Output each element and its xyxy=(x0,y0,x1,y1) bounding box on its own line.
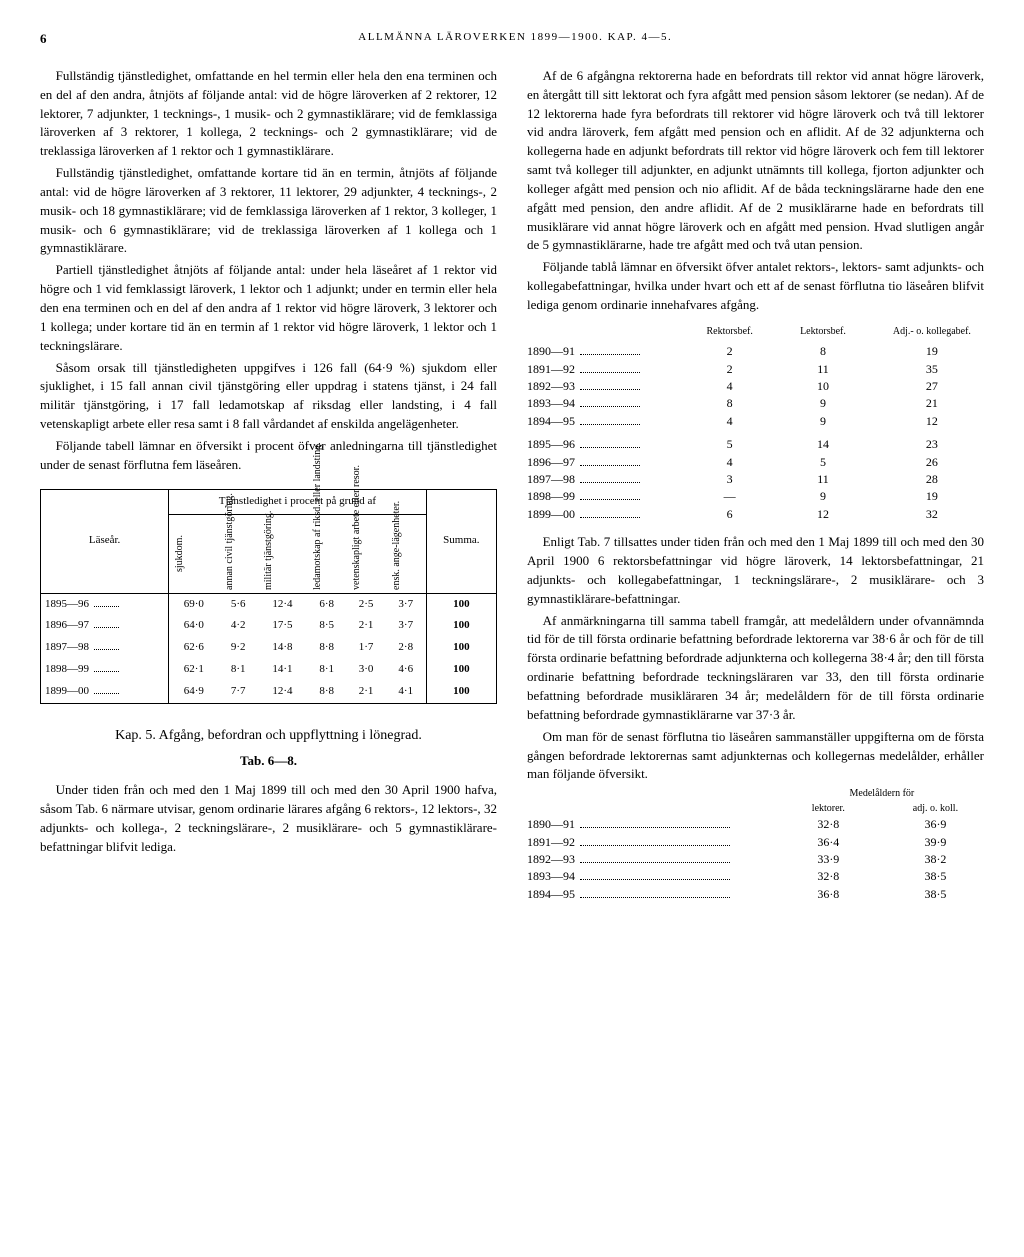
percent-table: Läseår.Tjänstledighet i procent på grund… xyxy=(40,489,497,705)
tab-reference: Tab. 6—8. xyxy=(40,752,497,771)
paragraph: Enligt Tab. 7 tillsattes under tiden frå… xyxy=(527,533,984,608)
running-title: ALLMÄNNA LÄROVERKEN 1899—1900. KAP. 4—5. xyxy=(47,30,985,49)
left-column: Fullständig tjänstledighet, omfattande e… xyxy=(40,67,497,903)
vacancy-table: Rektorsbef.Lektorsbef.Adj.- o. kollegabe… xyxy=(527,325,984,523)
age-table: Medelåldern förlektorer.adj. o. koll.189… xyxy=(527,787,984,903)
paragraph: Fullständig tjänstledighet, omfattande k… xyxy=(40,164,497,258)
paragraph: Såsom orsak till tjänstledigheten uppgif… xyxy=(40,359,497,434)
right-column: Af de 6 afgångna rektorerna hade en befo… xyxy=(527,67,984,903)
paragraph: Följande tablå lämnar en öfversikt öfver… xyxy=(527,258,984,315)
paragraph: Om man för de senast förflutna tio läseå… xyxy=(527,728,984,785)
paragraph: Af de 6 afgångna rektorerna hade en befo… xyxy=(527,67,984,255)
chapter-title: Kap. 5. Afgång, befordran och uppflyttni… xyxy=(40,726,497,746)
paragraph: Af anmärkningarna till samma tabell fram… xyxy=(527,612,984,725)
paragraph: Under tiden från och med den 1 Maj 1899 … xyxy=(40,781,497,856)
page-header: 6 ALLMÄNNA LÄROVERKEN 1899—1900. KAP. 4—… xyxy=(40,30,984,49)
paragraph: Fullständig tjänstledighet, omfattande e… xyxy=(40,67,497,161)
paragraph: Följande tabell lämnar en öfversikt i pr… xyxy=(40,437,497,475)
paragraph: Partiell tjänstledighet åtnjöts af följa… xyxy=(40,261,497,355)
